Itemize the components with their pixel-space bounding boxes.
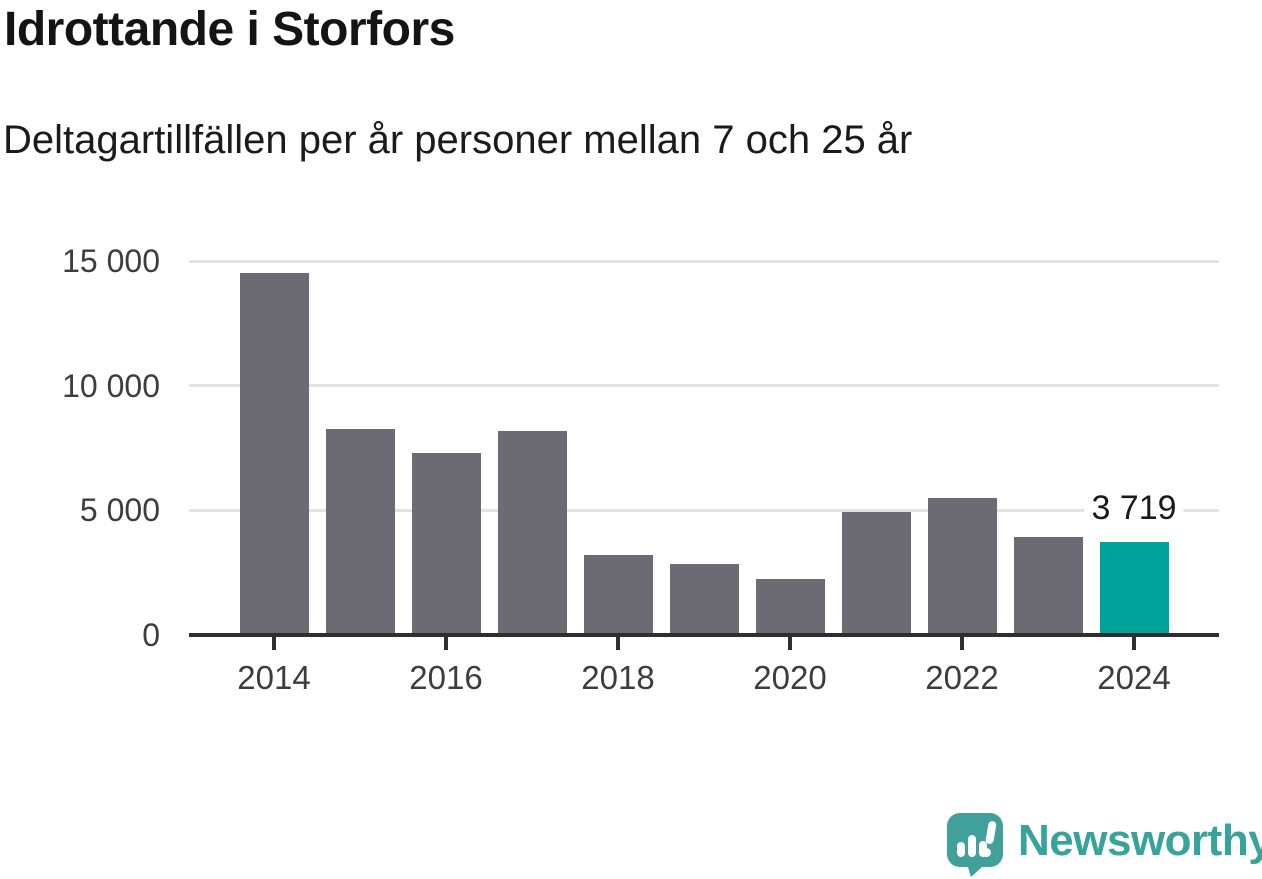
bar-2018: [583, 555, 653, 635]
x-axis-line: [189, 633, 1219, 637]
x-axis-label-2024: 2024: [1097, 659, 1171, 696]
x-tick-2018: [616, 637, 620, 650]
x-tick-2024: [1132, 637, 1136, 650]
gridline-15000: [189, 259, 1219, 263]
bar-2016: [411, 452, 481, 635]
y-axis-label-0: 0: [142, 617, 160, 653]
bar-2022: [927, 497, 997, 635]
chart-subtitle: Deltagartillfällen per år personer mella…: [3, 118, 913, 162]
bar-2015: [325, 429, 395, 635]
x-axis-label-2020: 2020: [753, 659, 827, 696]
x-axis-label-2018: 2018: [581, 659, 655, 696]
x-axis-label-2016: 2016: [409, 659, 483, 696]
x-tick-2022: [960, 637, 964, 650]
brand-footer: Newsworthy: [946, 812, 1262, 877]
y-axis-label-10000: 10 000: [62, 367, 160, 404]
x-axis-label-2022: 2022: [925, 659, 999, 696]
y-axis-label-15000: 15 000: [62, 243, 160, 279]
gridline-5000: [189, 508, 1219, 512]
bar-2019: [669, 563, 739, 635]
bar-2023: [1013, 536, 1083, 635]
gridline-10000: [189, 384, 1219, 388]
bar-2021: [841, 511, 911, 635]
bar-2020: [755, 578, 825, 635]
bar-2014: [239, 273, 309, 635]
chart-title: Idrottande i Storfors: [4, 3, 455, 56]
newsworthy-logo-icon: [947, 813, 1003, 877]
bar-2017: [497, 430, 567, 635]
x-tick-2020: [788, 637, 792, 650]
x-axis-label-2014: 2014: [237, 659, 311, 696]
value-label-2024: 3 719: [1084, 490, 1184, 527]
brand-name: Newsworthy: [1018, 815, 1262, 865]
y-axis-label-5000: 5 000: [79, 492, 160, 529]
bar-2024: [1099, 542, 1169, 635]
x-tick-2016: [444, 637, 448, 650]
x-tick-2014: [272, 637, 276, 650]
